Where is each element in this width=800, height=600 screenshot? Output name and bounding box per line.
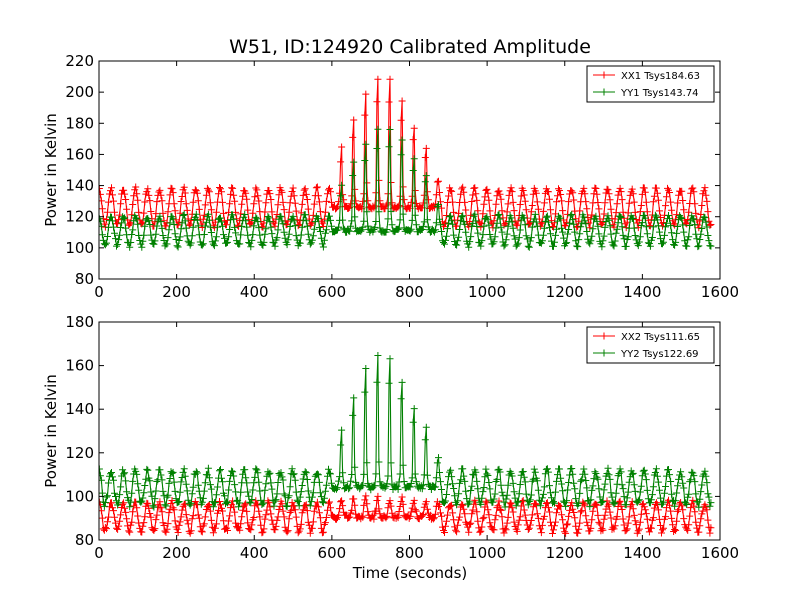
x-axis-label: Time (seconds) (352, 564, 468, 582)
legend-label-1-1: YY2 Tsys122.69 (620, 349, 699, 360)
legend-box-1 (586, 326, 715, 364)
x-tick-label-0-4: 800 (395, 283, 424, 301)
y-tick-label-0-5: 180 (65, 114, 94, 132)
x-tick-label-0-6: 1200 (546, 283, 584, 301)
y-tick-label-0-6: 200 (65, 83, 94, 101)
x-tick-label-1-7: 1400 (623, 544, 661, 562)
y-tick-label-0-0: 80 (75, 270, 94, 288)
y-tick-label-0-3: 140 (65, 177, 94, 195)
x-tick-label-0-3: 600 (318, 283, 347, 301)
y-tick-label-0-7: 220 (65, 52, 94, 70)
x-tick-label-0-1: 200 (162, 283, 191, 301)
y-tick-label-1-5: 180 (65, 313, 94, 331)
y-tick-label-1-0: 80 (75, 531, 94, 549)
top-plot-area: 0 200 400 600 800 1000 1200 1400 1600 80 100 120 140… (65, 52, 739, 301)
x-tick-label-0-8: 1600 (701, 283, 739, 301)
legend-box-0 (586, 65, 715, 103)
y-tick-label-1-3: 140 (65, 400, 94, 418)
top-panel: 0 200 400 600 800 1000 1200 1400 1600 80 100 120 140… (42, 52, 739, 301)
x-tick-label-1-3: 600 (318, 544, 347, 562)
y-tick-label-1-1: 100 (65, 487, 94, 505)
y-tick-label-0-2: 120 (65, 208, 94, 226)
bottom-y-axis-label: Power in Kelvin (42, 374, 60, 488)
x-tick-label-1-1: 200 (162, 544, 191, 562)
y-tick-label-1-2: 120 (65, 444, 94, 462)
legend-label-0-1: YY1 Tsys143.74 (620, 88, 699, 99)
x-tick-label-0-2: 400 (240, 283, 269, 301)
x-tick-label-1-4: 800 (395, 544, 424, 562)
y-tick-label-0-4: 160 (65, 145, 94, 163)
legend-marker-0-1 (600, 88, 608, 96)
legend-marker-0-0 (600, 71, 608, 79)
top-y-axis-label: Power in Kelvin (42, 113, 60, 227)
legend-label-1-0: XX2 Tsys111.65 (621, 332, 700, 343)
x-tick-label-1-6: 1200 (546, 544, 584, 562)
plot-data-0 (99, 75, 715, 251)
legend-marker-1-0 (600, 332, 608, 340)
legend-label-0-0: XX1 Tsys184.63 (621, 71, 700, 82)
bottom-panel: 0 200 400 600 800 1000 1200 1400 1600 80 100 120 140… (42, 313, 739, 562)
y-tick-label-0-1: 100 (65, 239, 94, 257)
plot-data-1 (99, 352, 715, 537)
legend-0: XX1 Tsys184.63 YY1 Tsys143.74 (586, 65, 715, 103)
x-tick-label-1-5: 1000 (468, 544, 506, 562)
x-tick-label-0-0: 0 (94, 283, 104, 301)
bottom-plot-area: 0 200 400 600 800 1000 1200 1400 1600 80 100 120 140… (65, 313, 739, 562)
x-tick-label-1-2: 400 (240, 544, 269, 562)
legend-1: XX2 Tsys111.65 YY2 Tsys122.69 (586, 326, 715, 364)
figure-title: W51, ID:124920 Calibrated Amplitude (229, 36, 591, 58)
y-tick-label-1-4: 160 (65, 357, 94, 375)
x-tick-label-0-5: 1000 (468, 283, 506, 301)
x-tick-label-1-8: 1600 (701, 544, 739, 562)
legend-marker-1-1 (600, 349, 608, 357)
x-tick-label-1-0: 0 (94, 544, 104, 562)
x-tick-label-0-7: 1400 (623, 283, 661, 301)
